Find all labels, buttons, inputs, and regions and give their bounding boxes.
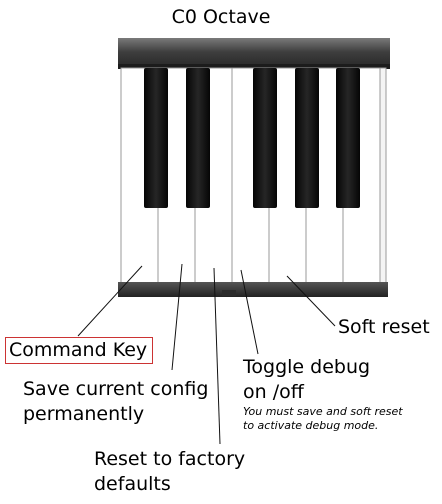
black-key-d-sharp <box>186 68 210 208</box>
debug-note-line2: to activate debug mode. <box>243 419 379 432</box>
reset-defaults-label-line2: defaults <box>94 473 171 495</box>
leader-save-config <box>171 263 183 371</box>
leader-toggle-debug <box>240 269 259 355</box>
keyboard-frame-bottom <box>118 282 388 297</box>
toggle-debug-label-line1: Toggle debug <box>243 356 371 378</box>
next-key-edge <box>379 67 387 285</box>
diagram-title: C0 Octave <box>171 6 271 28</box>
black-keys <box>144 68 360 208</box>
leader-soft-reset <box>286 275 336 327</box>
leader-lines <box>77 263 336 445</box>
soft-reset-label: Soft reset <box>338 316 430 338</box>
keyboard-frame-lip <box>118 64 390 69</box>
save-config-label-line2: permanently <box>23 403 145 425</box>
command-key-label: Command Key <box>5 337 154 364</box>
keyboard-frame-top <box>118 38 390 66</box>
toggle-debug-label-line2: on /off <box>243 381 304 403</box>
leader-command-key <box>77 265 143 337</box>
reset-defaults-label-line1: Reset to factory <box>94 448 246 470</box>
debug-note-line1: You must save and soft reset <box>243 405 403 418</box>
save-config-label-line1: Save current config <box>23 378 209 400</box>
black-key-c-sharp <box>144 68 168 208</box>
keyboard-rail-notch <box>222 290 236 296</box>
black-key-a-sharp <box>336 68 360 208</box>
black-key-f-sharp <box>253 68 277 208</box>
black-key-g-sharp <box>295 68 319 208</box>
leader-reset-defaults <box>213 267 221 445</box>
